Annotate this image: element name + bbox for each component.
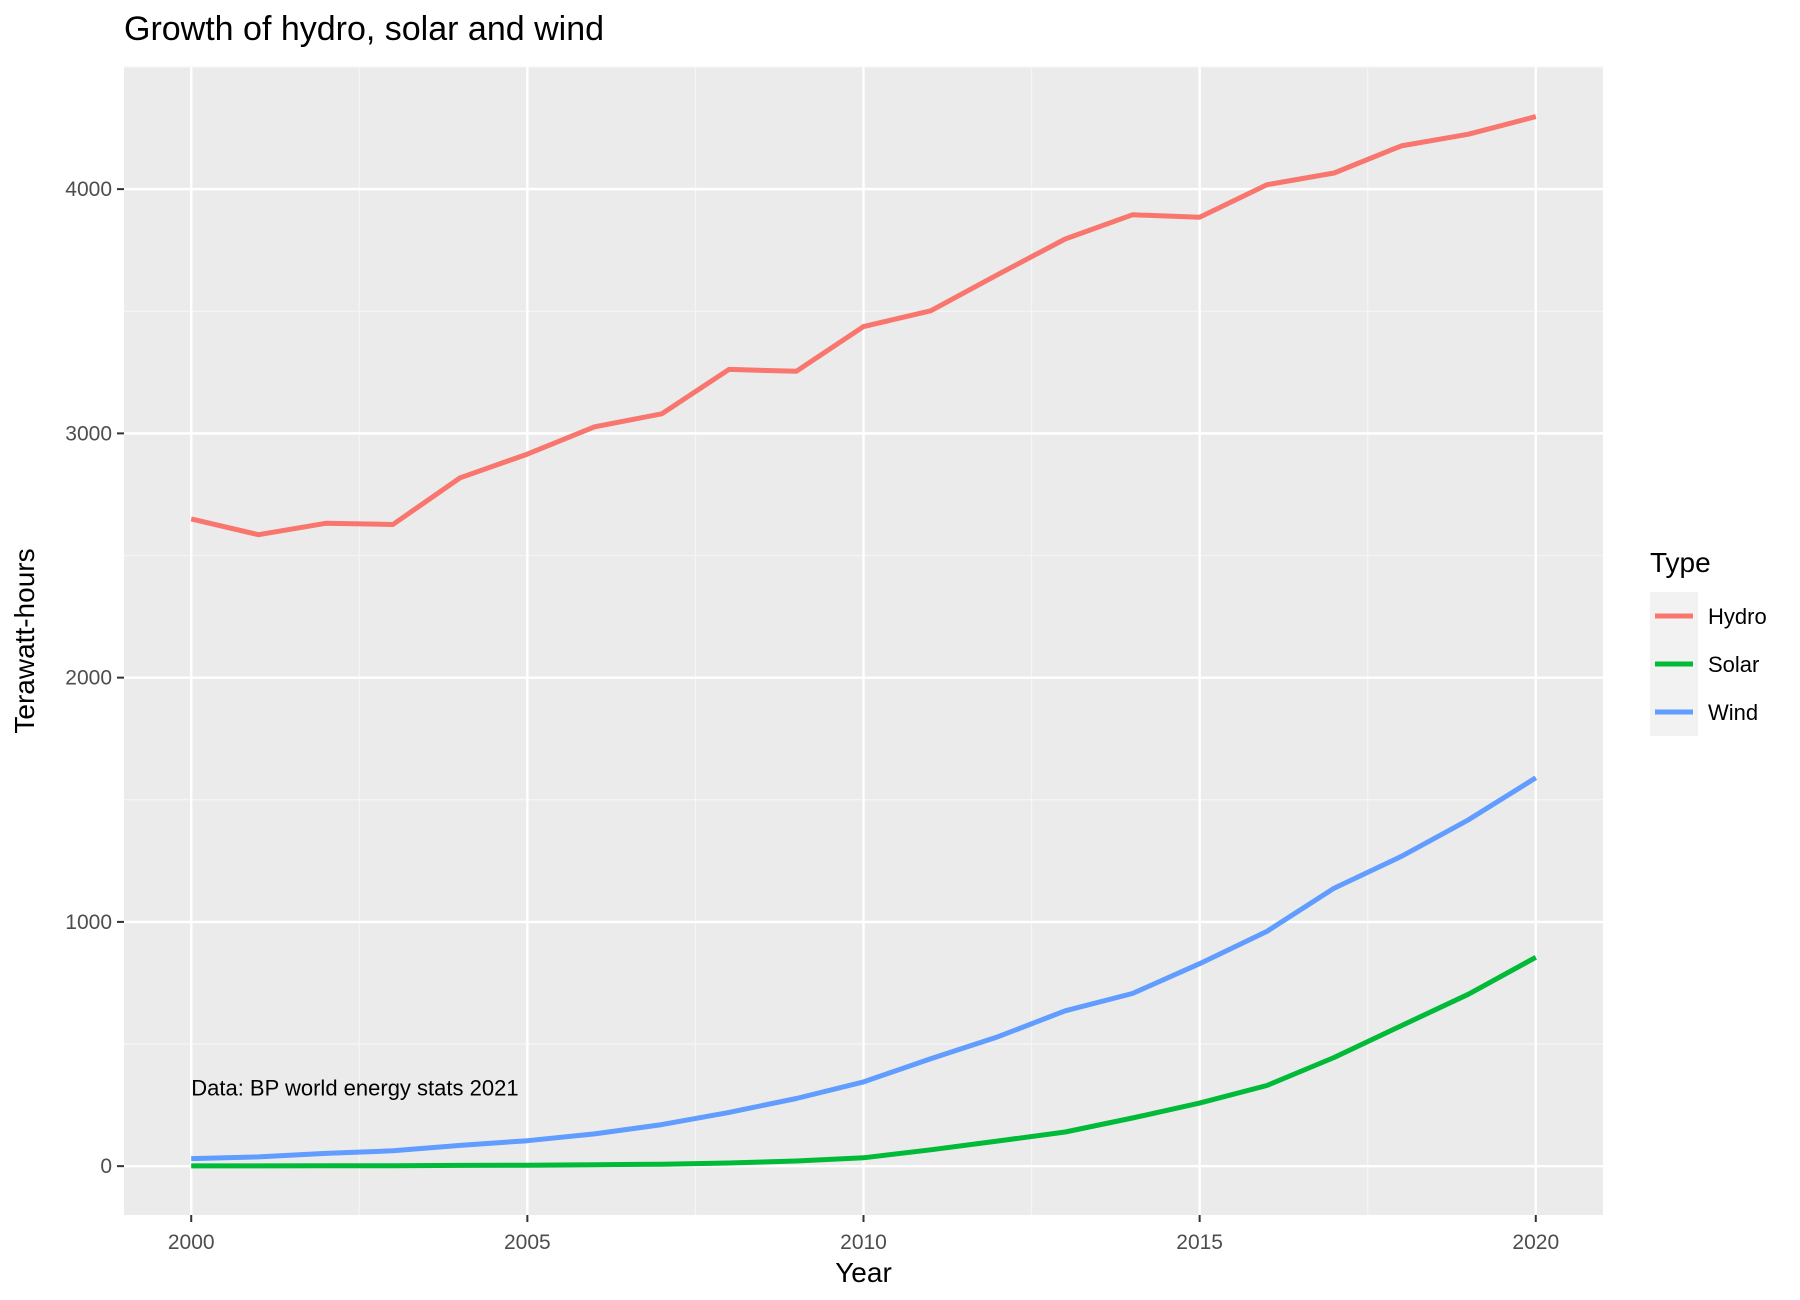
x-tick-label: 2010 bbox=[840, 1231, 887, 1254]
y-tick-label: 1000 bbox=[65, 911, 112, 934]
x-tick-label: 2005 bbox=[504, 1231, 551, 1254]
y-tick-label: 3000 bbox=[65, 422, 112, 445]
y-axis: 0 1000 2000 3000 4000 bbox=[65, 178, 124, 1178]
y-tick-label: 2000 bbox=[65, 667, 112, 690]
y-tick-label: 0 bbox=[100, 1155, 112, 1178]
y-axis-title: Terawatt-hours bbox=[9, 548, 40, 733]
legend: Type Hydro Solar Wind bbox=[1650, 547, 1767, 736]
legend-label-solar: Solar bbox=[1708, 652, 1759, 677]
y-tick-label: 4000 bbox=[65, 178, 112, 201]
legend-label-hydro: Hydro bbox=[1708, 604, 1767, 629]
chart-title: Growth of hydro, solar and wind bbox=[124, 10, 604, 48]
x-axis: 2000 2005 2010 2015 2020 bbox=[168, 1215, 1559, 1254]
x-tick-label: 2020 bbox=[1512, 1231, 1559, 1254]
series-line-hydro bbox=[190, 114, 1537, 538]
data-source-annotation: Data: BP world energy stats 2021 bbox=[191, 1075, 518, 1100]
legend-label-wind: Wind bbox=[1708, 700, 1758, 725]
x-tick-label: 2000 bbox=[168, 1231, 215, 1254]
series-lines bbox=[190, 114, 1538, 1169]
x-axis-title: Year bbox=[835, 1257, 892, 1288]
series-line-solar bbox=[191, 955, 1538, 1169]
legend-title: Type bbox=[1650, 547, 1711, 578]
series-line-wind bbox=[191, 775, 1538, 1162]
x-tick-label: 2015 bbox=[1176, 1231, 1223, 1254]
major-gridlines bbox=[124, 67, 1603, 1215]
